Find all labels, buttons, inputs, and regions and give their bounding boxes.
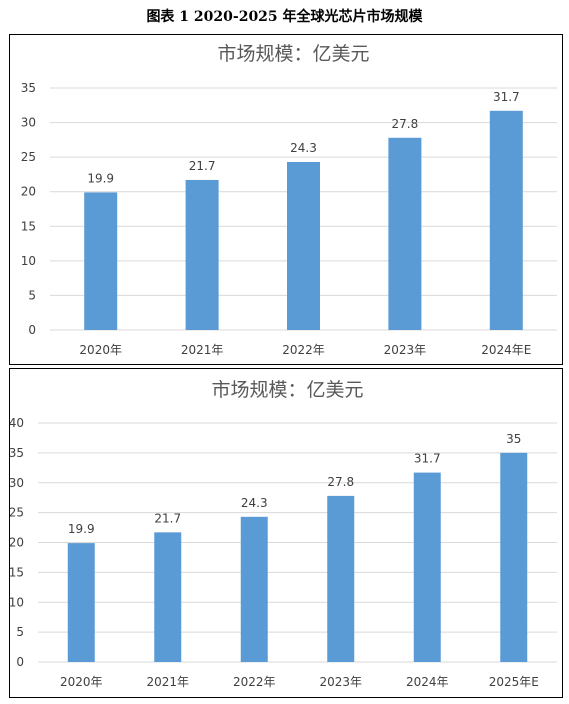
y-tick-label: 35	[21, 81, 36, 95]
y-tick-label: 10	[21, 254, 36, 268]
y-tick-label: 30	[10, 476, 24, 490]
data-label: 24.3	[241, 496, 268, 510]
data-label: 31.7	[493, 90, 520, 104]
data-label: 19.9	[68, 522, 95, 536]
x-tick-label: 2023年	[384, 343, 427, 357]
y-tick-label: 25	[21, 150, 36, 164]
x-tick-label: 2024年E	[481, 343, 531, 357]
x-tick-label: 2020年	[79, 343, 122, 357]
y-tick-label: 20	[10, 536, 24, 550]
x-tick-label: 2025年E	[489, 675, 539, 689]
bar	[185, 179, 219, 330]
bar	[413, 472, 441, 662]
y-tick-label: 30	[21, 116, 36, 130]
y-tick-label: 15	[10, 565, 24, 579]
x-tick-label: 2021年	[181, 343, 224, 357]
data-label: 27.8	[327, 475, 354, 489]
y-tick-label: 5	[28, 288, 36, 302]
y-tick-label: 0	[16, 655, 24, 669]
x-tick-label: 2020年	[60, 675, 103, 689]
y-tick-label: 0	[28, 323, 36, 337]
chart-title: 市场规模：亿美元	[217, 43, 369, 65]
x-tick-label: 2021年	[146, 675, 189, 689]
data-label: 19.9	[87, 171, 114, 185]
y-tick-label: 40	[10, 416, 24, 430]
bar	[67, 543, 95, 662]
x-tick-label: 2024年	[406, 675, 449, 689]
y-tick-label: 5	[16, 625, 24, 639]
figure-caption: 图表 1 2020-2025 年全球光芯片市场规模	[146, 9, 423, 25]
data-label: 21.7	[189, 159, 216, 173]
data-label: 24.3	[290, 141, 317, 155]
x-tick-label: 2023年	[319, 675, 362, 689]
bar-chart-svg-2024: 市场规模：亿美元 0 5 10 15 20 25 30 35 19.9 2020年 21.7 2021年…	[21, 43, 557, 357]
bar	[489, 110, 523, 331]
chart-title: 市场规模：亿美元	[211, 379, 363, 401]
y-tick-label: 35	[10, 446, 24, 460]
bar	[287, 161, 320, 330]
x-tick-label: 2022年	[282, 343, 325, 357]
bar	[327, 495, 355, 662]
bar	[500, 452, 528, 662]
market-size-chart-2024: 市场规模：亿美元 0 5 10 15 20 25 30 35 19.9 2020年 21.7 2021年…	[9, 34, 563, 365]
y-tick-label: 15	[21, 219, 36, 233]
bar-chart-svg-2025: 市场规模：亿美元 0 5 10 15 20 25 30 35 40 19.9 2020年 21.7 202…	[9, 379, 557, 689]
y-tick-label: 25	[10, 506, 24, 520]
bar	[240, 516, 268, 662]
market-size-chart-2025: 市场规模：亿美元 0 5 10 15 20 25 30 35 40 19.9 2020年 21.7 202…	[9, 368, 563, 698]
data-label: 27.8	[392, 117, 419, 131]
bar	[154, 532, 182, 662]
data-label: 35	[506, 432, 521, 446]
bar	[84, 192, 118, 330]
data-label: 31.7	[414, 452, 441, 466]
x-tick-label: 2022年	[233, 675, 276, 689]
bar	[388, 137, 422, 330]
y-tick-label: 10	[10, 595, 24, 609]
y-tick-label: 20	[21, 185, 36, 199]
data-label: 21.7	[154, 511, 181, 525]
